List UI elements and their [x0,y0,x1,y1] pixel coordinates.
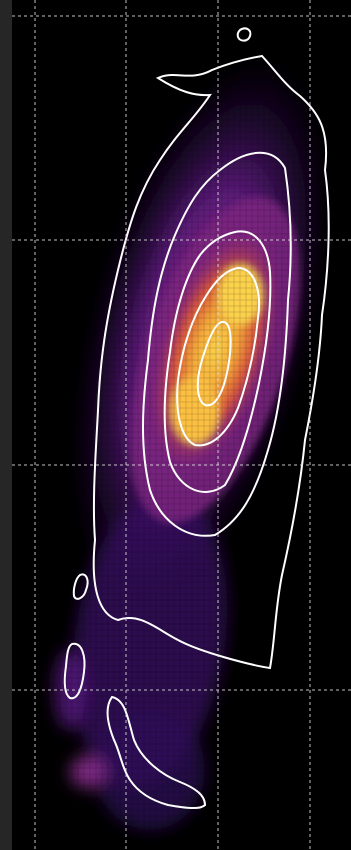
contour-left-blob [63,642,86,700]
contour-small-left [72,573,89,600]
contour-lines [63,27,330,809]
contour-level-5 [196,320,232,407]
coordinate-grid [12,0,351,850]
contour-tail [106,695,207,809]
contour-level-3 [163,230,272,493]
contour-outer [92,54,330,670]
contour-level-4 [176,266,260,447]
contour-small-top [236,27,252,42]
contour-level-2 [142,151,292,537]
